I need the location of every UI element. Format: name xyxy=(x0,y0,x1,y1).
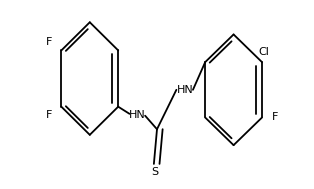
Text: HN: HN xyxy=(129,110,146,120)
Text: HN: HN xyxy=(177,85,193,95)
Text: Cl: Cl xyxy=(258,47,269,57)
Text: F: F xyxy=(272,112,278,122)
Text: S: S xyxy=(151,167,158,177)
Text: F: F xyxy=(46,110,53,120)
Text: F: F xyxy=(46,37,53,47)
